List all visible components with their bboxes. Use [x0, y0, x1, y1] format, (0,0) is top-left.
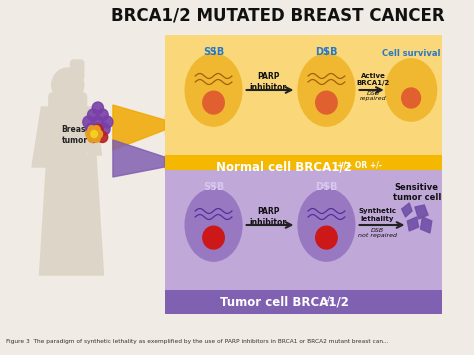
FancyBboxPatch shape	[71, 60, 84, 80]
Text: Cell survival: Cell survival	[382, 49, 440, 58]
Circle shape	[97, 109, 108, 121]
Ellipse shape	[298, 54, 355, 126]
FancyBboxPatch shape	[164, 170, 442, 290]
Circle shape	[88, 109, 99, 121]
Circle shape	[88, 126, 95, 134]
Polygon shape	[113, 105, 164, 150]
Circle shape	[52, 68, 84, 102]
Polygon shape	[164, 155, 188, 169]
Text: PARP
inhibitor: PARP inhibitor	[249, 207, 287, 227]
Polygon shape	[164, 115, 188, 135]
Circle shape	[203, 91, 224, 114]
Circle shape	[91, 131, 97, 137]
Text: DSB: DSB	[315, 182, 337, 192]
Text: BRCA1/2 MUTATED BREAST CANCER: BRCA1/2 MUTATED BREAST CANCER	[111, 7, 444, 25]
Text: DSB
not repaired: DSB not repaired	[358, 228, 397, 239]
Text: Normal cell BRCA1/2: Normal cell BRCA1/2	[216, 160, 352, 174]
Text: DSB
repaired: DSB repaired	[360, 91, 387, 102]
Circle shape	[88, 131, 98, 142]
Polygon shape	[83, 107, 101, 155]
Circle shape	[83, 116, 94, 128]
Circle shape	[92, 126, 100, 134]
Text: +/+ OR +/-: +/+ OR +/-	[337, 160, 382, 169]
Ellipse shape	[298, 189, 355, 261]
FancyBboxPatch shape	[164, 35, 442, 155]
Circle shape	[401, 88, 420, 108]
Circle shape	[92, 123, 103, 135]
Text: PARP
inhibitor: PARP inhibitor	[249, 72, 287, 92]
FancyBboxPatch shape	[164, 155, 442, 179]
Circle shape	[97, 131, 108, 142]
Polygon shape	[32, 107, 53, 167]
Text: Synthetic
lethality: Synthetic lethality	[358, 208, 396, 222]
Circle shape	[95, 130, 102, 138]
FancyBboxPatch shape	[60, 89, 73, 103]
Polygon shape	[401, 203, 412, 217]
Text: Tumor cell BRCA1/2: Tumor cell BRCA1/2	[219, 295, 348, 308]
Text: DSB: DSB	[315, 47, 337, 57]
Circle shape	[316, 226, 337, 249]
Circle shape	[92, 125, 103, 136]
Circle shape	[88, 134, 95, 142]
FancyBboxPatch shape	[49, 93, 87, 159]
Polygon shape	[407, 217, 419, 231]
Ellipse shape	[185, 189, 242, 261]
Polygon shape	[420, 217, 432, 233]
Text: Figure 3  The paradigm of synthetic lethality as exemplified by the use of PARP : Figure 3 The paradigm of synthetic letha…	[6, 339, 388, 344]
Text: Sensitive
tumor cell: Sensitive tumor cell	[392, 183, 441, 202]
Circle shape	[92, 102, 103, 114]
Circle shape	[101, 116, 113, 128]
Circle shape	[86, 130, 93, 138]
Polygon shape	[113, 140, 164, 177]
Circle shape	[316, 91, 337, 114]
Circle shape	[86, 123, 97, 135]
Circle shape	[92, 116, 103, 128]
Ellipse shape	[386, 59, 437, 121]
Text: -/-: -/-	[324, 295, 333, 305]
Text: SSB: SSB	[203, 182, 224, 192]
Text: SSB: SSB	[203, 47, 224, 57]
Ellipse shape	[185, 54, 242, 126]
Circle shape	[92, 134, 100, 142]
Circle shape	[203, 226, 224, 249]
FancyBboxPatch shape	[164, 290, 442, 314]
Polygon shape	[39, 155, 103, 275]
Polygon shape	[415, 205, 428, 219]
Text: Breast
tumor: Breast tumor	[61, 125, 89, 145]
Circle shape	[99, 123, 110, 135]
Text: Active
BRCA1/2: Active BRCA1/2	[357, 73, 390, 87]
